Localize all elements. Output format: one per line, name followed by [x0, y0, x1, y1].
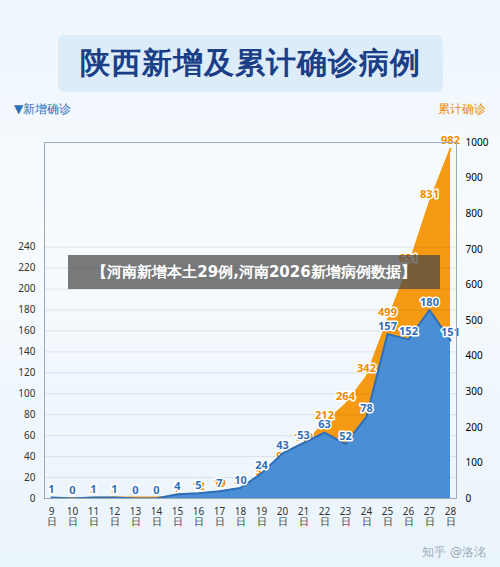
- svg-text:19: 19: [213, 475, 226, 491]
- svg-text:700: 700: [466, 242, 483, 256]
- svg-text:5: 5: [195, 477, 201, 492]
- svg-text:27日: 27日: [424, 504, 436, 528]
- svg-text:240: 240: [18, 239, 35, 253]
- svg-text:43: 43: [276, 437, 289, 452]
- svg-text:0: 0: [466, 491, 472, 505]
- svg-text:24: 24: [255, 457, 268, 472]
- svg-text:1: 1: [48, 482, 54, 497]
- svg-text:10日: 10日: [67, 504, 79, 528]
- svg-text:1: 1: [48, 481, 54, 496]
- svg-text:220: 220: [18, 260, 35, 274]
- svg-text:11日: 11日: [88, 504, 99, 528]
- svg-text:1000: 1000: [466, 135, 489, 149]
- svg-text:63: 63: [318, 416, 331, 431]
- svg-text:52: 52: [339, 428, 352, 443]
- svg-text:0: 0: [132, 482, 138, 497]
- svg-text:14日: 14日: [151, 504, 163, 528]
- svg-text:499: 499: [378, 304, 397, 320]
- svg-text:100: 100: [18, 386, 35, 400]
- svg-text:9日: 9日: [47, 504, 57, 528]
- svg-text:40: 40: [24, 449, 36, 463]
- svg-text:16日: 16日: [193, 504, 205, 528]
- svg-text:10: 10: [234, 472, 247, 487]
- svg-text:151: 151: [441, 324, 460, 339]
- svg-text:100: 100: [466, 455, 483, 469]
- svg-text:28日: 28日: [445, 504, 457, 528]
- svg-text:20: 20: [24, 470, 36, 484]
- html-text:知乎 @洛洺: 知乎 @洛洺: [422, 545, 486, 559]
- svg-text:7: 7: [216, 475, 222, 490]
- svg-text:982: 982: [441, 132, 460, 147]
- svg-text:120: 120: [18, 365, 35, 379]
- svg-text:1: 1: [69, 482, 75, 497]
- svg-text:1: 1: [111, 481, 117, 496]
- svg-text:900: 900: [466, 170, 483, 184]
- svg-text:19日: 19日: [256, 504, 268, 528]
- html-text:陕西新增及累计确诊病例: 陕西新增及累计确诊病例: [79, 45, 421, 80]
- svg-text:0: 0: [30, 491, 36, 505]
- svg-text:60: 60: [24, 428, 36, 442]
- svg-text:180: 180: [420, 294, 439, 309]
- svg-text:22日: 22日: [319, 504, 331, 528]
- svg-text:80: 80: [24, 407, 36, 421]
- svg-text:12: 12: [192, 478, 205, 493]
- svg-text:18日: 18日: [235, 504, 247, 528]
- svg-text:500: 500: [466, 313, 483, 327]
- svg-text:800: 800: [466, 206, 483, 220]
- svg-text:78: 78: [360, 400, 373, 415]
- svg-text:0: 0: [153, 482, 159, 497]
- svg-text:13日: 13日: [130, 504, 142, 528]
- svg-text:212: 212: [315, 406, 334, 422]
- svg-text:0: 0: [69, 482, 75, 497]
- svg-text:140: 140: [18, 344, 35, 358]
- svg-text:157: 157: [378, 318, 397, 333]
- svg-text:1: 1: [90, 481, 96, 496]
- svg-text:4: 4: [174, 478, 181, 493]
- svg-text:23日: 23日: [340, 504, 352, 528]
- svg-text:12日: 12日: [109, 504, 121, 528]
- svg-text:15日: 15日: [172, 504, 184, 528]
- svg-text:2: 2: [90, 481, 96, 496]
- html-text:累计确诊: 累计确诊: [438, 102, 486, 116]
- svg-text:25日: 25日: [382, 504, 394, 528]
- svg-text:29: 29: [234, 472, 247, 487]
- svg-text:600: 600: [466, 277, 483, 291]
- svg-text:831: 831: [420, 186, 439, 201]
- svg-text:200: 200: [18, 281, 35, 295]
- svg-text:17日: 17日: [214, 504, 226, 528]
- svg-text:24日: 24日: [361, 504, 373, 528]
- svg-text:26日: 26日: [403, 504, 415, 528]
- svg-text:53: 53: [297, 427, 310, 442]
- svg-text:20日: 20日: [277, 504, 289, 528]
- svg-text:3: 3: [111, 481, 117, 496]
- svg-text:400: 400: [466, 348, 483, 362]
- svg-text:180: 180: [18, 302, 35, 316]
- svg-text:300: 300: [466, 384, 483, 398]
- svg-text:264: 264: [336, 388, 356, 403]
- svg-text:200: 200: [466, 420, 483, 434]
- html-text:【河南新增本土29例,河南2026新增病例数据】: 【河南新增本土29例,河南2026新增病例数据】: [92, 263, 416, 281]
- svg-text:21日: 21日: [298, 504, 309, 528]
- html-text:▼新增确诊: ▼新增确诊: [14, 102, 72, 116]
- svg-text:342: 342: [357, 360, 376, 376]
- svg-text:160: 160: [18, 323, 35, 337]
- svg-text:152: 152: [399, 323, 418, 338]
